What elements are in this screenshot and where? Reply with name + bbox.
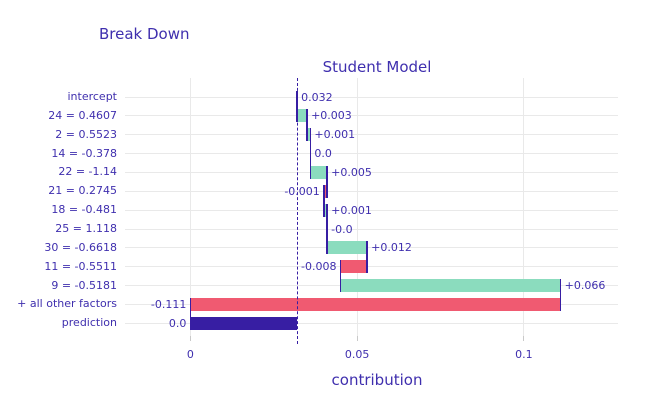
gridline-horizontal xyxy=(125,247,618,249)
contribution-bar[interactable] xyxy=(323,203,328,217)
y-tick-label: 30 = -0.6618 xyxy=(44,240,117,254)
waterfall-connector-line xyxy=(323,184,325,217)
bar-value-label: +0.001 xyxy=(314,128,356,142)
bar-value-label: 0.0 xyxy=(314,147,332,161)
gridline-vertical xyxy=(189,78,191,336)
bar-value-label: +0.012 xyxy=(371,241,412,255)
bar-value-label: 0.032 xyxy=(301,90,333,104)
gridline-horizontal xyxy=(125,134,618,136)
gridline-horizontal xyxy=(125,190,618,192)
y-tick-label: 2 = 0.5523 xyxy=(55,127,117,141)
contribution-bar[interactable] xyxy=(307,128,311,142)
waterfall-connector-line xyxy=(309,147,312,179)
subplot-title: Student Model xyxy=(322,58,432,76)
waterfall-connector-line xyxy=(339,260,342,293)
bar-value-label: +0.001 xyxy=(331,203,372,217)
bar-value-label: -0.111 xyxy=(150,297,187,311)
gridline-vertical xyxy=(356,78,358,336)
waterfall-connector-line xyxy=(309,128,312,161)
contribution-bar[interactable] xyxy=(327,241,368,255)
x-tick-label: 0.05 xyxy=(344,348,370,361)
bar-value-label: 0.0 xyxy=(168,316,187,330)
gridline-horizontal xyxy=(125,209,618,211)
y-tick-label: 18 = -0.481 xyxy=(51,203,117,217)
contribution-bar[interactable] xyxy=(297,109,308,123)
y-tick-label: 22 = -1.14 xyxy=(58,165,117,179)
contribution-bar[interactable] xyxy=(190,316,298,330)
waterfall-connector-line xyxy=(306,109,308,142)
y-tick-label: 25 = 1.118 xyxy=(55,222,117,236)
bar-value-label: +0.003 xyxy=(311,109,352,123)
y-tick-label: + all other factors xyxy=(17,297,117,311)
gridline-horizontal xyxy=(125,228,618,230)
waterfall-connector-line xyxy=(326,222,328,255)
gridline-horizontal xyxy=(125,115,618,117)
y-tick-label: 14 = -0.378 xyxy=(51,146,117,160)
contribution-bar[interactable] xyxy=(340,260,368,274)
waterfall-connector-line xyxy=(326,203,328,236)
waterfall-connector-line xyxy=(366,241,368,274)
bar-value-label: +0.005 xyxy=(331,165,372,179)
x-axis-tick xyxy=(523,336,525,341)
y-tick-label: intercept xyxy=(67,90,118,103)
y-tick-label: 21 = 0.2745 xyxy=(48,184,117,198)
waterfall-connector-line xyxy=(559,279,562,311)
y-tick-label: prediction xyxy=(61,316,117,330)
gridline-vertical xyxy=(523,78,525,336)
bar-value-label: -0.001 xyxy=(284,184,320,198)
gridline-horizontal xyxy=(125,266,618,268)
x-tick-label: 0 xyxy=(186,348,194,361)
y-tick-label: 9 = -0.5181 xyxy=(51,278,117,292)
contribution-bar[interactable] xyxy=(190,297,561,311)
bar-value-label: +0.066 xyxy=(564,279,606,293)
gridline-horizontal xyxy=(125,322,618,324)
waterfall-connector-line xyxy=(326,165,328,198)
gridline-horizontal xyxy=(125,153,618,155)
contribution-bar[interactable] xyxy=(310,165,328,179)
chart-title: Break Down xyxy=(99,25,190,43)
bar-value-label: -0.0 xyxy=(331,222,353,236)
intercept-dashed-line xyxy=(296,78,298,344)
y-tick-label: 24 = 0.4607 xyxy=(48,108,117,122)
gridline-horizontal xyxy=(125,96,618,98)
contribution-bar[interactable] xyxy=(323,184,328,198)
waterfall-connector-line xyxy=(189,297,192,330)
bar-value-label: -0.008 xyxy=(300,260,337,274)
contribution-bar[interactable] xyxy=(340,279,561,293)
x-axis-tick xyxy=(356,336,358,341)
x-axis-title: contribution xyxy=(331,371,423,389)
y-tick-label: 11 = -0.5511 xyxy=(44,259,117,273)
x-axis-tick xyxy=(189,336,191,341)
gridline-horizontal xyxy=(125,171,618,173)
x-tick-label: 0.1 xyxy=(515,348,533,361)
